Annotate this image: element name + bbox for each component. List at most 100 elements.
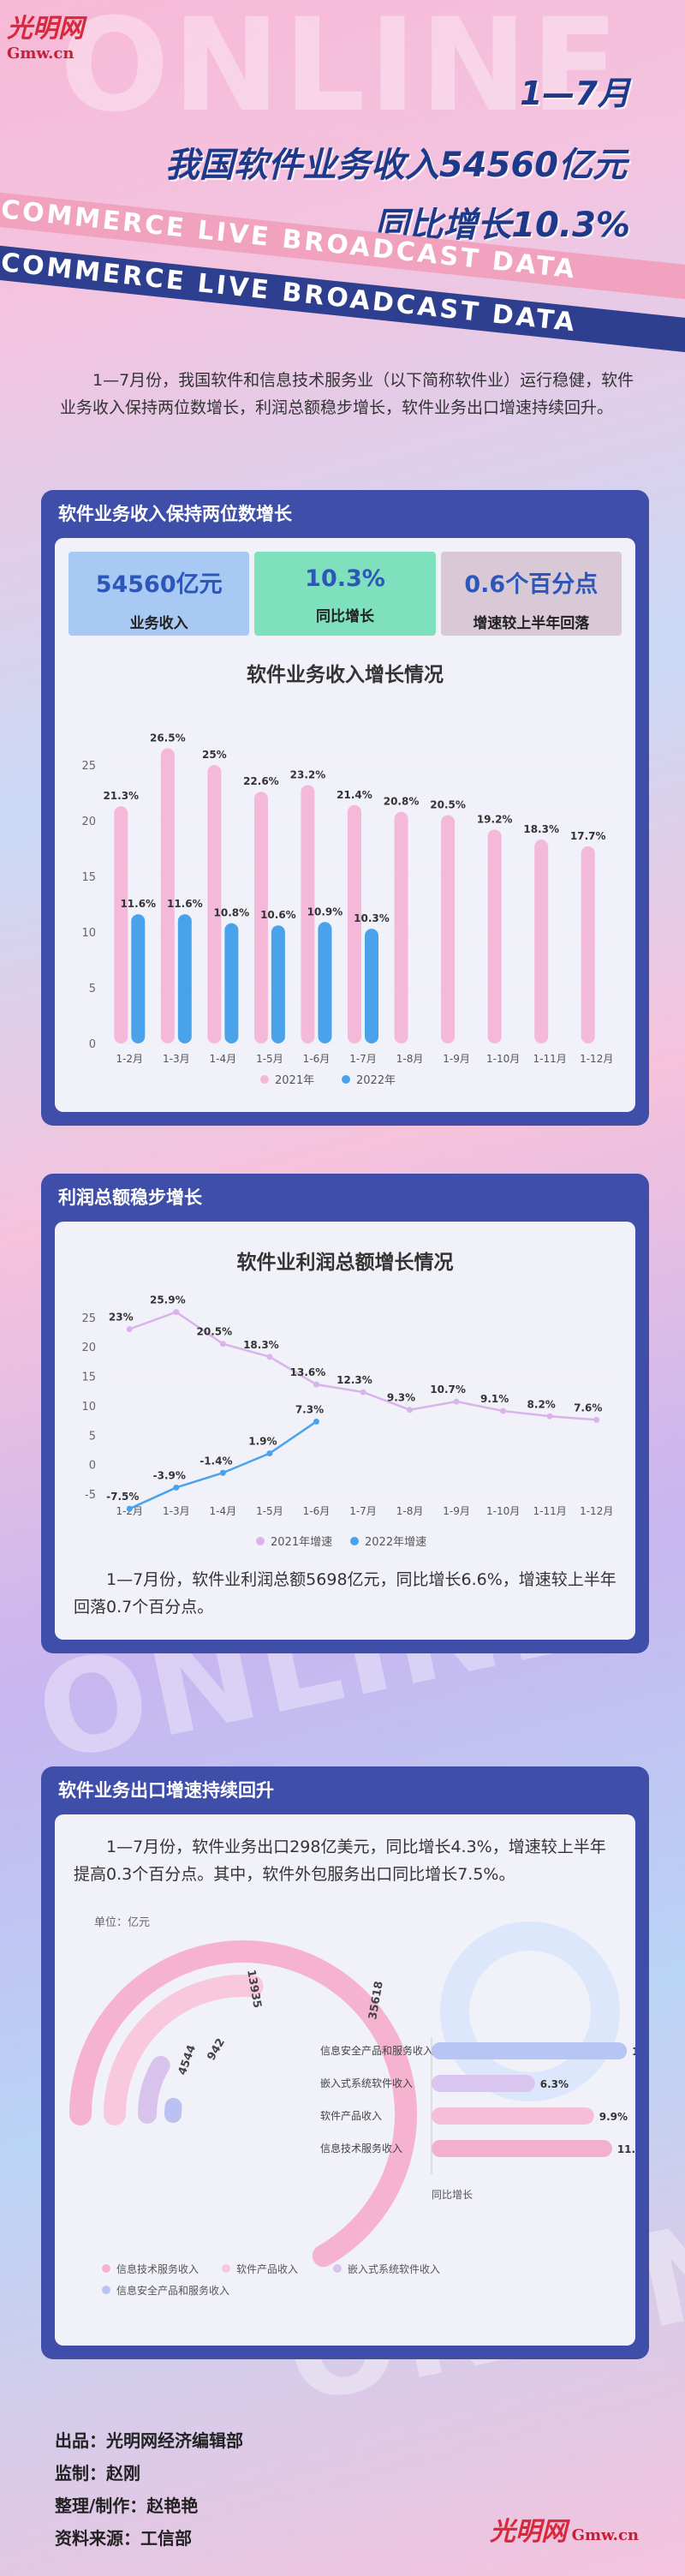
x-tick-label: 1-4月 [210,1505,237,1517]
x-tick-label: 1-3月 [163,1053,190,1065]
y-tick-label: 5 [89,1430,96,1443]
stat-label: 同比增长 [315,608,374,625]
bar [394,811,408,1043]
profit-note: 1—7月份，软件业利润总额5698亿元，同比增长6.6%，增速较上半年回落0.7… [74,1570,616,1617]
legend-label: 软件产品收入 [236,2263,298,2275]
section-export: 软件业务出口增速持续回升 1—7月份，软件业务出口298亿美元，同比增长4.3%… [41,1766,649,2359]
data-point [453,1398,460,1405]
section-title: 利润总额稳步增长 [58,1187,202,1208]
growth-bar [432,2075,535,2092]
credit-supervisor: 监制：赵刚 [55,2463,140,2483]
legend-label: 2022年增速 [365,1536,426,1549]
credit-editor: 整理/制作：赵艳艳 [55,2495,199,2516]
brand-logo: 光明网 Gmw.cn [7,7,84,63]
export-note: 1—7月份，软件业务出口298亿美元，同比增长4.3%，增速较上半年提高0.3个… [74,1838,606,1884]
data-point [173,1309,180,1316]
credit-source: 资料来源：工信部 [55,2528,192,2549]
bar [348,804,361,1043]
category-label: 软件产品收入 [320,2110,382,2122]
x-tick-label: 1-8月 [396,1505,424,1517]
growth-bar [432,2042,628,2059]
ring-segment [69,1940,417,2268]
ring-segment [138,2055,170,2124]
data-label: 9.3% [387,1392,415,1404]
y-tick-label: 10 [81,927,96,940]
x-tick-label: 1-11月 [533,1505,567,1517]
profit-line-chart: -505101520251-2月1-3月1-4月1-5月1-6月1-7月1-8月… [81,1294,620,1549]
x-tick-label: 1-9月 [443,1505,470,1517]
section-title: 软件业务出口增速持续回升 [58,1780,274,1801]
y-tick-label: 20 [81,816,96,828]
data-point [173,1484,180,1491]
legend-marker [260,1075,269,1084]
legend-label: 信息安全产品和服务收入 [116,2284,229,2297]
growth-label: 9.9% [599,2111,628,2123]
y-tick-label: 15 [81,1372,96,1384]
data-label: 10.3% [354,912,390,924]
data-point [219,1341,226,1348]
bar [441,815,456,1043]
intro-paragraph: 1—7月份，我国软件和信息技术服务业（以下简称软件业）运行稳健，软件业务收入保持… [60,371,634,417]
x-tick-label: 1-7月 [349,1505,377,1517]
y-tick-label: -5 [85,1489,96,1502]
legend-label: 2021年增速 [271,1536,332,1549]
data-label: 13.6% [290,1366,326,1378]
ring-segment [104,1975,264,2125]
data-label: 11.6% [167,898,203,910]
data-point [266,1450,273,1457]
credits: 出品：光明网经济编辑部 监制：赵刚 整理/制作：赵艳艳 资料来源：工信部 [55,2424,243,2555]
x-tick-label: 1-5月 [256,1505,283,1517]
legend-label: 信息技术服务收入 [116,2262,199,2275]
data-label: 18.3% [523,823,559,835]
y-tick-label: 10 [81,1401,96,1414]
data-label: 10.6% [260,909,296,921]
profit-card: 软件业利润总额增长情况 -505101520251-2月1-3月1-4月1-5月… [55,1222,635,1640]
section-title: 软件业务收入保持两位数增长 [58,504,292,524]
data-label: 20.8% [384,796,420,808]
ring-value-label: 942 [205,2036,228,2063]
bar [534,840,549,1043]
data-label: 25% [202,749,227,761]
y-tick-label: 15 [81,871,96,884]
stat-row: 54560亿元 业务收入 10.3% 同比增长 0.6个百分点 增速较上半年回落 [55,538,635,636]
legend-marker [222,2264,230,2273]
growth-bar [432,2140,612,2157]
data-point [126,1326,133,1332]
legend-marker [350,1537,359,1545]
x-tick-label: 1-8月 [396,1053,424,1065]
category-label: 嵌入式系统软件收入 [320,2077,413,2089]
x-tick-label: 1-6月 [303,1053,331,1065]
data-label: 18.3% [243,1339,279,1351]
data-label: 7.3% [295,1403,324,1415]
x-tick-label: 1-10月 [486,1053,520,1065]
stat-change: 0.6个百分点 增速较上半年回落 [440,552,622,636]
legend-marker [102,2264,110,2273]
legend-label: 2022年 [356,1074,396,1087]
data-point [500,1408,507,1414]
x-tick-label: 1-12月 [580,1505,613,1517]
bar [301,785,315,1043]
legend-marker [333,2264,342,2273]
bar [160,748,175,1043]
section-profit: 利润总额稳步增长 软件业利润总额增长情况 -505101520251-2月1-3… [41,1174,649,1653]
bar [365,929,378,1043]
y-tick-label: 0 [89,1460,96,1473]
data-label: 21.4% [337,789,372,801]
bar [487,829,502,1043]
stat-value: 10.3% [305,565,385,592]
legend-marker [342,1075,350,1084]
data-label: 9.1% [480,1393,509,1405]
data-label: 1.9% [248,1436,277,1448]
headline-period: 1—7月 [520,75,630,112]
x-tick-label: 1-3月 [163,1505,190,1517]
data-label: 10.7% [430,1384,466,1396]
data-point [546,1413,553,1419]
data-point [219,1469,226,1476]
data-point [593,1416,600,1423]
data-label: 12.3% [337,1374,372,1386]
growth-label: 11.0% [617,2143,635,2155]
data-label: -3.9% [153,1469,186,1481]
x-tick-label: 1-10月 [486,1505,520,1517]
x-tick-label: 1-5月 [256,1053,283,1065]
chart-title: 软件业利润总额增长情况 [236,1252,454,1274]
